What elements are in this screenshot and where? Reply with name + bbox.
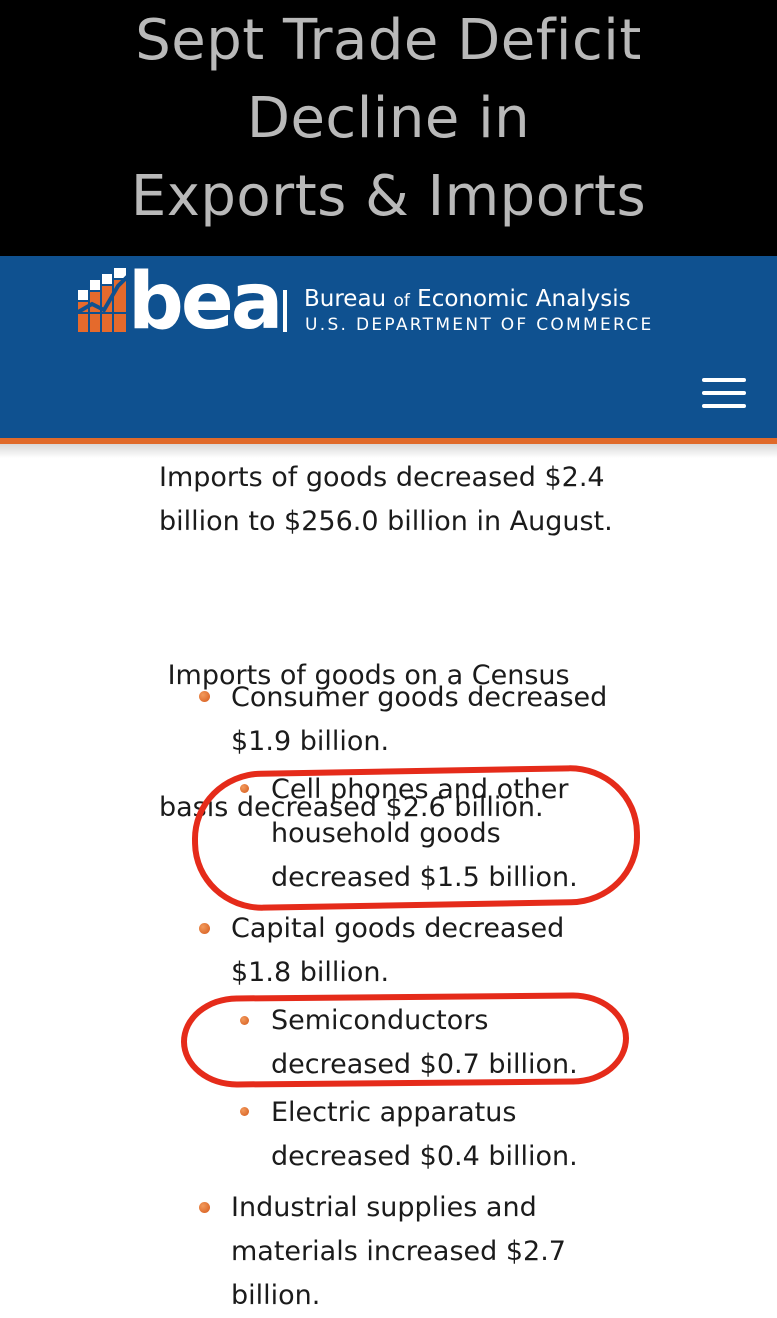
title-banner: Sept Trade Deficit Decline in Exports & …	[0, 0, 777, 256]
list-item-line: decreased $0.7 billion.	[271, 1049, 578, 1080]
sub-bullet-icon	[240, 1016, 249, 1025]
list-item-line: Industrial supplies and	[231, 1192, 537, 1223]
site-header	[0, 256, 777, 440]
list-item-line: household goods	[271, 818, 501, 849]
sub-bullet-icon	[240, 784, 249, 793]
list-item-line: Cell phones and other	[271, 774, 569, 805]
paragraph-line: basis decreased $2.6 billion.	[159, 792, 544, 823]
banner-title-line-2: Decline in	[246, 86, 531, 151]
bullet-icon	[199, 691, 210, 702]
list-item-line: decreased $0.4 billion.	[271, 1141, 578, 1172]
paragraph-line: Imports of goods decreased $2.4	[159, 462, 605, 493]
bullet-icon	[199, 1202, 210, 1213]
paragraph-line: billion to $256.0 billion in August.	[159, 506, 613, 537]
list-item-consumer-goods: Consumer goods decreased $1.9 billion.	[231, 676, 607, 764]
menu-bar-top	[702, 378, 746, 382]
banner-title-line-3: Exports & Imports	[130, 164, 647, 229]
highlight-oval-semiconductors	[180, 992, 630, 1088]
menu-bar-middle	[702, 391, 746, 395]
list-item-line: Capital goods decreased	[231, 913, 565, 944]
agency-name: Bureau of Economic Analysis	[304, 286, 631, 314]
agency-name-part1: Bureau	[304, 286, 387, 312]
hamburger-menu-icon[interactable]	[700, 376, 748, 410]
bullet-icon	[199, 923, 210, 934]
logo-divider	[283, 290, 287, 332]
list-item-cell-phones: Cell phones and other household goods de…	[271, 768, 578, 900]
list-item-line: Semiconductors	[271, 1005, 489, 1036]
header-shadow	[0, 444, 777, 458]
department-name: U.S. DEPARTMENT OF COMMERCE	[305, 315, 654, 335]
list-item-semiconductors: Semiconductors decreased $0.7 billion.	[271, 999, 578, 1087]
paragraph-imports-goods: Imports of goods decreased $2.4 billion …	[159, 456, 639, 544]
list-item-line: Consumer goods decreased	[231, 682, 608, 713]
list-item-line: Electric apparatus	[271, 1097, 517, 1128]
list-item-capital-goods: Capital goods decreased $1.8 billion.	[231, 907, 564, 995]
banner-title-line-1: Sept Trade Deficit	[135, 8, 642, 73]
header-accent-stripe	[0, 438, 777, 444]
list-item-line: $1.8 billion.	[231, 957, 390, 988]
list-item-line: billion.	[231, 1280, 321, 1311]
list-item-line: $1.9 billion.	[231, 726, 390, 757]
paragraph-line: Imports of goods on a Census	[159, 660, 570, 691]
list-item-line: materials increased $2.7	[231, 1236, 566, 1267]
bea-logo-wordmark[interactable]: bea	[128, 257, 283, 347]
agency-name-of: of	[393, 291, 410, 311]
list-item-line: decreased $1.5 billion.	[271, 862, 578, 893]
bea-logo-chart-icon	[78, 268, 128, 332]
list-item-electric-apparatus: Electric apparatus decreased $0.4 billio…	[271, 1091, 578, 1179]
agency-name-part2: Economic Analysis	[417, 286, 631, 312]
list-item-industrial-supplies: Industrial supplies and materials increa…	[231, 1186, 566, 1318]
highlight-oval-cell-phones	[190, 764, 642, 912]
paragraph-census-basis: Imports of goods on a Census basis decre…	[159, 566, 639, 918]
sub-bullet-icon	[240, 1107, 249, 1116]
menu-bar-bottom	[702, 404, 746, 408]
